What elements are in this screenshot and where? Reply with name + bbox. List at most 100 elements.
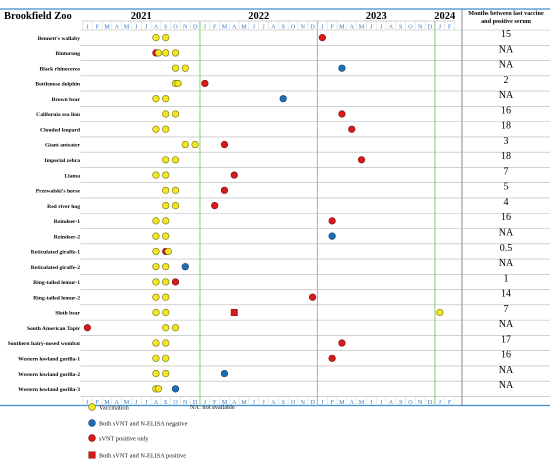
month-label: D [310,399,315,406]
row-label: Black rhinoceros [40,66,81,72]
months-value: 17 [501,334,511,345]
legend-marker-vaccination [88,403,96,411]
marker-svnt-positive [338,339,346,347]
month-label: D [428,399,433,406]
marker-vaccination [171,64,180,72]
marker-vaccination [162,339,170,347]
month-label: N [183,399,188,406]
marker-vaccination [171,110,180,118]
months-value: 16 [501,105,511,116]
legend-label: sVNT positive only [99,435,149,442]
marker-vaccination [152,354,160,362]
month-label: A [349,399,354,406]
marker-svnt-positive [357,156,366,164]
month-label: J [253,23,256,30]
month-label: A [389,23,394,30]
months-value: 0.5 [500,243,513,254]
marker-svnt-positive [201,79,209,88]
row-label: Binturong [56,51,81,57]
marker-vaccination [162,232,170,240]
marker-vaccination [162,110,170,118]
months-value: NA [499,258,514,269]
chart-grid [80,21,550,406]
year-label: 2023 [366,11,387,22]
month-label: N [301,399,306,406]
months-value: 2 [504,75,509,86]
row-label: Imperial zebra [44,158,80,164]
legend-marker-both-positive [88,451,96,459]
marker-vaccination [162,293,170,301]
marker-both-negative [279,95,287,103]
month-label: O [291,399,296,406]
month-label: S [399,399,403,406]
marker-vaccination [174,79,182,88]
marker-vaccination [152,217,160,225]
month-label: O [408,23,413,30]
row-label: Western lowland gorilla-1 [18,357,80,363]
months-value: 16 [501,212,511,223]
marker-vaccination [162,49,170,57]
month-label: D [310,23,315,30]
marker-both-negative [328,232,336,240]
months-value: 18 [501,151,511,162]
na-note: NA: not available [190,404,235,411]
month-label: F [448,23,452,30]
row-label: Clouded leopard [40,127,81,133]
month-label: J [145,399,148,406]
marker-svnt-positive [318,34,326,42]
month-label: O [408,399,413,406]
marker-vaccination [162,217,170,225]
marker-both-negative [171,385,180,393]
row-label: Reindeer-2 [54,234,80,240]
month-label: M [104,23,110,30]
row-label: Ring-tailed lemur-2 [33,295,80,301]
month-label: J [439,23,442,30]
month-label: D [193,399,198,406]
chart-markers [83,34,444,393]
marker-both-negative [181,263,189,271]
year-label: 2021 [131,11,152,22]
marker-svnt-positive [220,140,229,149]
marker-vaccination [436,308,444,317]
row-label: Western lowland gorilla-3 [18,387,80,393]
row-label: Southern hairy-nosed wombat [8,341,81,347]
row-label: Przewalski's horse [36,189,81,195]
legend-label: Both sVNT and N-ELISA positive [99,452,186,459]
month-label: A [232,23,237,30]
month-label: N [183,23,188,30]
month-label: F [213,23,217,30]
marker-svnt-positive [83,324,91,332]
marker-vaccination [162,95,170,103]
month-label: S [281,399,285,406]
months-value: NA [499,380,514,391]
marker-vaccination [162,186,170,194]
marker-vaccination [152,125,160,133]
marker-vaccination [152,339,160,347]
marker-vaccination [162,263,170,271]
marker-vaccination [162,34,170,42]
right-column-header: Months between last vaccine [468,10,544,17]
month-label: O [173,399,178,406]
month-label: A [389,399,394,406]
months-value: NA [499,228,514,239]
month-label: J [262,399,265,406]
month-label: S [164,399,168,406]
months-value: 15 [501,29,511,40]
months-value: NA [499,44,514,55]
month-label: J [204,399,207,406]
month-label: O [291,23,296,30]
row-label: California sea lion [36,112,81,118]
row-label: Bottlenose dolphin [35,82,80,88]
month-label: O [173,23,178,30]
month-label: M [222,23,228,30]
month-label: J [253,399,256,406]
months-value: 16 [501,350,511,361]
month-label: M [222,399,228,406]
marker-svnt-positive [211,202,219,210]
marker-vaccination [154,385,163,393]
month-label: M [339,23,345,30]
month-label: F [213,399,217,406]
month-label: M [124,23,130,30]
month-label: J [145,23,148,30]
